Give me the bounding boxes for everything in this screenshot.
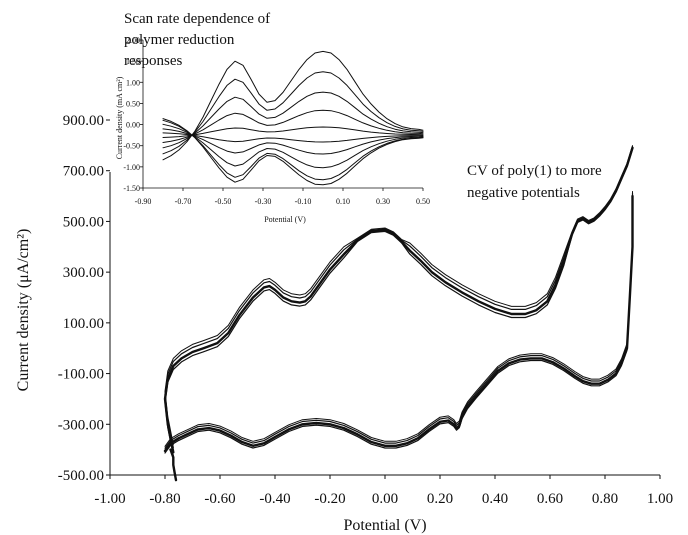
main-x-tick-label: 0.20 <box>427 491 453 507</box>
main-series-anodic-trace-2 <box>164 148 634 457</box>
main-x-tick-label: -0.20 <box>314 491 345 507</box>
inset-cathodic-series-0 <box>162 132 424 143</box>
main-cv-curves <box>163 145 634 482</box>
main-y-tick-label: -300.00 <box>58 417 104 433</box>
inset-title-line-2: polymer reduction <box>124 32 235 48</box>
inset-anodic-series-2 <box>162 91 424 149</box>
inset-x-tick-labels: -0.90 -0.70 -0.50 -0.30 -0.10 0.10 0.30 0.50 <box>135 188 430 206</box>
inset-title-line-1: Scan rate dependence of <box>124 11 270 27</box>
inset-x-tick-label: -0.30 <box>255 197 272 206</box>
main-y-tick-label: 500.00 <box>63 214 104 230</box>
inset-anodic-series-3 <box>162 71 424 155</box>
inset-chart: Scan rate dependence of polymer reductio… <box>115 11 430 224</box>
inset-x-axis-title: Potential (V) <box>264 215 306 224</box>
main-y-tick-labels: -500.00 -300.00 -100.00 100.00 300.00 500.00 7… <box>58 113 110 484</box>
main-series-anodic-trace-0 <box>163 146 634 454</box>
main-x-tick-label: 0.40 <box>482 491 508 507</box>
main-y-tick-label: 900.00 <box>63 113 104 129</box>
inset-y-tick-label: -0.50 <box>123 142 140 151</box>
inset-cathodic-series-2 <box>162 123 424 169</box>
inset-x-tick-label: 0.10 <box>336 197 350 206</box>
main-x-tick-label: -0.80 <box>149 491 180 507</box>
main-series-cathodic-trace-0 <box>163 194 634 453</box>
main-series-negative-tail-trace-0 <box>169 448 178 482</box>
inset-y-tick-label: -1.50 <box>123 184 140 193</box>
main-x-tick-label: -1.00 <box>94 491 125 507</box>
inset-anodic-series-0 <box>162 126 424 138</box>
inset-x-tick-label: 0.50 <box>416 197 430 206</box>
inset-y-tick-labels: 2.00 1.50 1.00 0.50 0.00 -0.50 -1.00 -1.50 <box>123 36 143 193</box>
inset-x-tick-label: -0.70 <box>175 197 192 206</box>
inset-y-tick-label: 1.50 <box>126 57 140 66</box>
main-y-tick-label: -500.00 <box>58 468 104 484</box>
main-y-axis-title: Current density (μA/cm²) <box>15 229 32 392</box>
main-annotation-line-2: negative potentials <box>467 185 580 201</box>
inset-y-tick-label: 1.00 <box>126 78 140 87</box>
inset-y-tick-label: 2.00 <box>126 36 140 45</box>
main-series-cathodic-trace-1 <box>164 192 634 449</box>
inset-y-axis-title: Current density (mA cm²) <box>115 76 124 159</box>
inset-x-tick-label: -0.10 <box>295 197 312 206</box>
inset-title-line-3: responses <box>124 53 182 69</box>
main-x-tick-labels: -1.00 -0.80 -0.60 -0.40 -0.20 0.00 0.20 0.40 0.6… <box>94 475 673 507</box>
inset-cathodic-series-4 <box>162 118 424 186</box>
inset-x-tick-label: 0.30 <box>376 197 390 206</box>
main-chart: -1.00 -0.80 -0.60 -0.40 -0.20 0.00 0.20 0.40 0.6… <box>15 113 673 534</box>
inset-x-tick-label: -0.90 <box>135 197 152 206</box>
main-x-tick-label: 0.60 <box>537 491 563 507</box>
inset-y-tick-label: 0.50 <box>126 99 140 108</box>
main-y-tick-label: 700.00 <box>63 164 104 180</box>
main-y-tick-label: 100.00 <box>63 316 104 332</box>
main-x-tick-label: 0.00 <box>372 491 398 507</box>
main-x-tick-label: -0.60 <box>204 491 235 507</box>
inset-anodic-series-4 <box>162 50 424 161</box>
inset-cv-curves <box>162 50 424 186</box>
main-series-cathodic-trace-2 <box>164 197 634 454</box>
inset-x-tick-label: -0.50 <box>215 197 232 206</box>
main-x-axis-title: Potential (V) <box>343 517 426 534</box>
main-series-anodic-trace-3 <box>164 145 633 446</box>
inset-y-tick-label: 0.00 <box>126 121 140 130</box>
inset-anodic-series-1 <box>162 109 424 143</box>
main-y-tick-label: -100.00 <box>58 367 104 383</box>
inset-cathodic-series-1 <box>162 128 424 155</box>
main-x-tick-label: -0.40 <box>259 491 290 507</box>
inset-cathodic-series-3 <box>162 119 424 181</box>
main-series-cathodic-trace-3 <box>164 191 633 447</box>
main-annotation-line-1: CV of poly(1) to more <box>467 163 602 179</box>
main-x-tick-label: 0.80 <box>592 491 618 507</box>
main-x-tick-label: 1.00 <box>647 491 673 507</box>
inset-y-tick-label: -1.00 <box>123 163 140 172</box>
main-y-tick-label: 300.00 <box>63 265 104 281</box>
main-series-anodic-trace-1 <box>164 145 634 449</box>
